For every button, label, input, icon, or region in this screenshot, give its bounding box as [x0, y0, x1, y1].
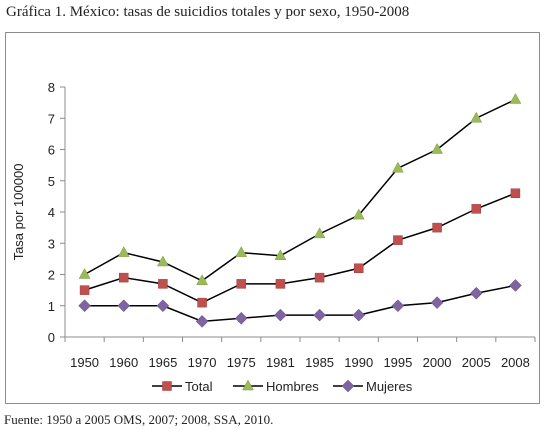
legend-item-hombres: Hombres [233, 379, 319, 394]
data-point [469, 286, 483, 300]
legend-item-total: Total [152, 379, 213, 394]
series-total [79, 188, 521, 308]
legend-label: Mujeres [366, 379, 413, 394]
data-point [432, 222, 442, 233]
x-tick-label: 2005 [462, 355, 491, 370]
data-point [314, 272, 325, 283]
series-hombres [78, 92, 522, 285]
data-point [117, 299, 131, 313]
chart-frame [5, 32, 540, 404]
data-point [510, 188, 521, 198]
data-point [156, 255, 169, 267]
series-mujeres [78, 279, 522, 328]
y-axis-label: Tasa por 100000 [11, 164, 26, 261]
legend-item-mujeres: Mujeres [333, 379, 413, 394]
data-point [117, 246, 130, 257]
data-point [471, 204, 481, 214]
data-point [78, 267, 91, 279]
y-tick-label: 8 [48, 80, 55, 95]
data-point [313, 308, 326, 322]
data-point [274, 308, 287, 322]
x-tick-label: 1990 [344, 355, 373, 370]
source-note: Fuente: 1950 a 2005 OMS, 2007; 2008, SSA… [4, 412, 274, 427]
data-point [79, 285, 90, 295]
x-tick-label: 2008 [501, 355, 530, 370]
data-point [235, 246, 248, 257]
y-tick-label: 2 [48, 268, 55, 283]
y-tick-label: 0 [48, 330, 55, 345]
x-tick-label: 1950 [70, 355, 99, 370]
data-point [158, 279, 168, 289]
data-point [234, 311, 248, 325]
data-point [352, 308, 366, 322]
x-tick-label: 1965 [148, 355, 177, 370]
axes: 0 1 2 3 4 5 6 7 8 1950 1960 1965 1970 1975 1981 1985 199… [11, 80, 536, 370]
data-point [354, 263, 364, 273]
data-point [431, 142, 444, 154]
chart-title: Gráfica 1. México: tasas de suicidios to… [6, 4, 410, 20]
data-point [352, 208, 365, 220]
series-line [84, 192, 516, 304]
legend: Total Hombres Mujeres [152, 379, 413, 394]
x-tick-label: 1995 [383, 355, 412, 370]
x-tick-label: 1975 [227, 355, 256, 370]
data-point [393, 235, 403, 245]
y-tick-label: 3 [48, 236, 55, 251]
data-point [509, 279, 522, 292]
data-point [78, 299, 91, 313]
y-tick-label: 6 [48, 143, 55, 158]
data-point [470, 111, 483, 123]
y-tick-label: 1 [48, 299, 55, 314]
legend-marker [162, 381, 172, 391]
data-point [156, 299, 170, 313]
data-point [119, 272, 129, 283]
legend-label: Total [185, 379, 213, 394]
y-tick-label: 4 [48, 205, 55, 220]
x-tick-label: 1985 [305, 355, 334, 370]
data-point [275, 279, 286, 289]
x-tick-label: 2000 [423, 355, 452, 370]
legend-marker [341, 379, 355, 393]
legend-label: Hombres [266, 379, 319, 394]
data-point [274, 249, 287, 260]
data-point [313, 227, 326, 239]
data-point [509, 92, 522, 104]
data-point [430, 296, 444, 309]
x-tick-label: 1981 [266, 355, 295, 370]
series-line [84, 284, 516, 323]
data-point [197, 297, 207, 308]
x-tick-label: 1960 [109, 355, 138, 370]
x-tick-label: 1970 [188, 355, 217, 370]
series-line [84, 98, 516, 282]
series-layer [78, 92, 522, 328]
data-point [391, 161, 404, 173]
data-point [391, 299, 405, 313]
y-tick-label: 7 [48, 111, 55, 126]
data-point [236, 279, 246, 289]
data-point [195, 315, 209, 328]
data-point [196, 274, 209, 285]
legend-marker [242, 379, 254, 391]
y-tick-label: 5 [48, 174, 55, 189]
